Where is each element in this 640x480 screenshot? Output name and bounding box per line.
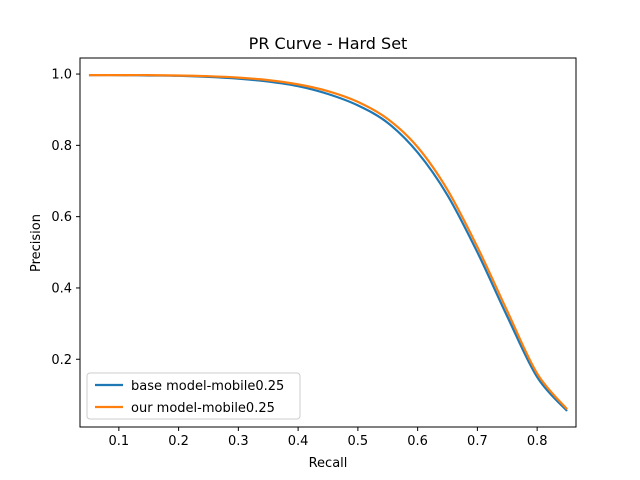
x-tick-label: 0.1 — [108, 434, 129, 449]
series-line-our-model — [88, 73, 568, 410]
chart-title: PR Curve - Hard Set — [249, 34, 408, 53]
x-tick-label: 0.8 — [527, 434, 548, 449]
x-tick-label: 0.2 — [168, 434, 189, 449]
x-axis-ticks: 0.1 0.2 0.3 0.4 0.5 0.6 0.7 0.8 — [108, 427, 548, 449]
series-lines — [88, 73, 568, 412]
y-tick-label: 1.0 — [51, 68, 72, 83]
legend-label-our-model: our model-mobile0.25 — [131, 401, 275, 416]
legend: base model-mobile0.25 our model-mobile0.… — [86, 372, 301, 420]
legend-box — [86, 372, 301, 420]
x-axis-label: Recall — [309, 456, 348, 471]
y-axis-ticks: 0.2 0.4 0.6 0.8 1.0 — [51, 68, 80, 368]
y-axis-label: Precision — [29, 214, 44, 272]
x-tick-label: 0.7 — [467, 434, 488, 449]
y-tick-label: 0.2 — [51, 353, 72, 368]
y-tick-label: 0.8 — [51, 139, 72, 154]
x-tick-label: 0.3 — [228, 434, 249, 449]
x-tick-label: 0.5 — [348, 434, 369, 449]
legend-label-base-model: base model-mobile0.25 — [131, 379, 284, 394]
plot-area-frame — [79, 57, 577, 428]
y-tick-label: 0.6 — [51, 210, 72, 225]
y-tick-label: 0.4 — [51, 281, 72, 296]
x-tick-label: 0.6 — [407, 434, 428, 449]
x-tick-label: 0.4 — [288, 434, 309, 449]
